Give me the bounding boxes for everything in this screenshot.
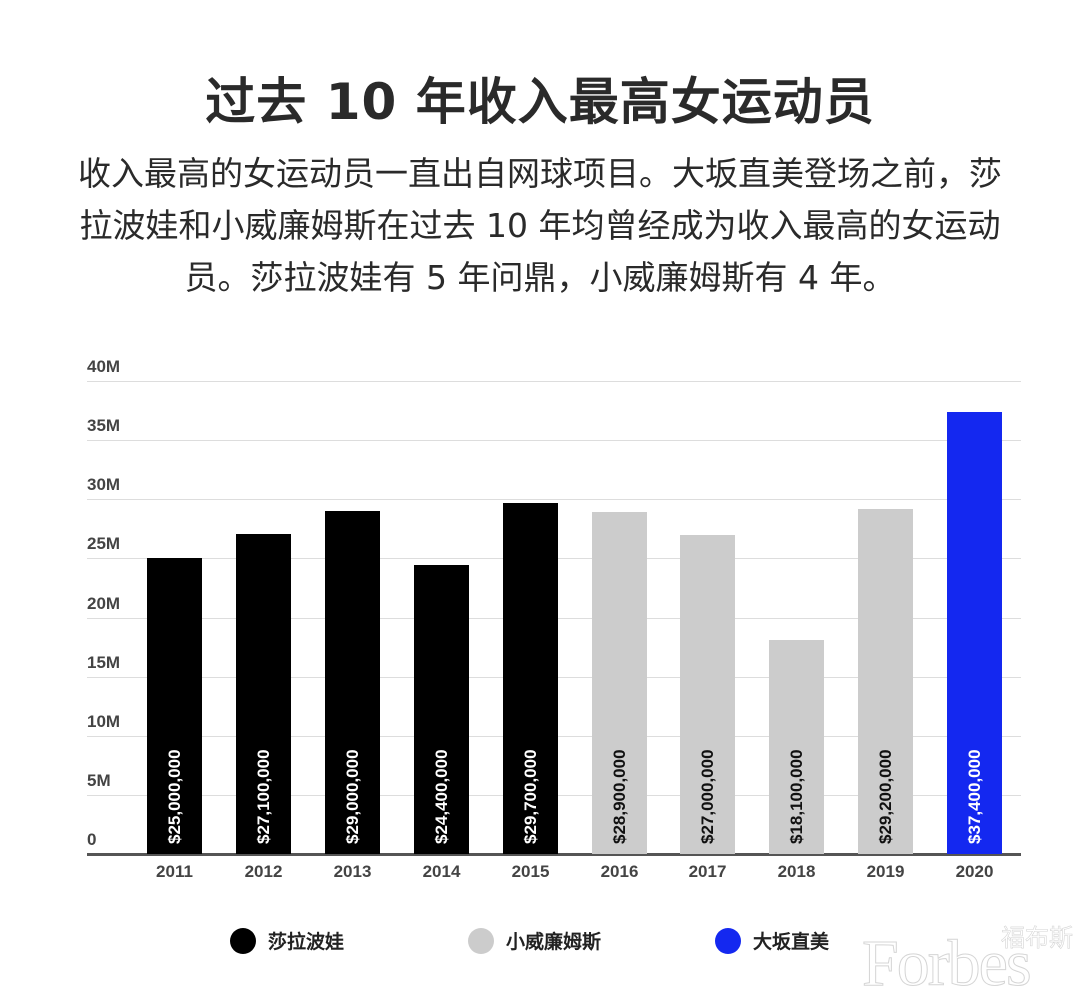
forbes-watermark-logo: Forbes 福布斯	[862, 918, 1077, 1001]
bar-value-label: $29,700,000	[520, 749, 540, 844]
watermark-en: Forbes	[862, 927, 1033, 1001]
subtitle-line: 收入最高的女运动员一直出自网球项目。大坂直美登场之前，莎	[78, 154, 1002, 193]
legend-label: 莎拉波娃	[268, 931, 345, 953]
x-axis-tick-label: 2018	[777, 862, 816, 881]
y-axis-tick-label: 20M	[87, 594, 121, 613]
bar-value-label: $27,100,000	[253, 749, 273, 844]
x-axis-tick-label: 2013	[333, 862, 372, 881]
legend-item-osaka: 大坂直美	[715, 927, 829, 954]
legend-swatch	[230, 927, 256, 954]
watermark-cn: 福布斯	[1001, 926, 1074, 953]
bar-value-label: $24,400,000	[431, 749, 451, 844]
y-axis-tick-label: 15M	[87, 653, 121, 672]
legend-swatch	[468, 927, 494, 954]
bar-2019: $29,200,000	[858, 509, 913, 854]
subtitle-line: 拉波娃和小威廉姆斯在过去 10 年均曾经成为收入最高的女运动	[79, 206, 1001, 245]
bar-value-label: $27,000,000	[697, 749, 717, 844]
bar-2013: $29,000,000	[325, 511, 380, 854]
x-axis-tick-label: 2016	[600, 862, 639, 881]
bar-value-label: $29,200,000	[875, 749, 895, 844]
subtitle-line: 员。莎拉波娃有 5 年问鼎，小威廉姆斯有 4 年。	[184, 258, 896, 297]
gridline	[87, 499, 1021, 500]
bar-2012: $27,100,000	[236, 534, 291, 854]
bar-2018: $18,100,000	[769, 640, 824, 854]
x-axis-tick-label: 2019	[866, 862, 905, 881]
legend-item-sharapova: 莎拉波娃	[230, 927, 344, 954]
bar-value-label: $28,900,000	[609, 749, 629, 844]
bar-2016: $28,900,000	[592, 512, 647, 854]
chart-subtitle: 收入最高的女运动员一直出自网球项目。大坂直美登场之前，莎 拉波娃和小威廉姆斯在过…	[40, 148, 1040, 304]
bar-value-label: $25,000,000	[164, 749, 184, 844]
gridline	[87, 381, 1021, 382]
x-axis-line	[87, 853, 1021, 856]
bar-2015: $29,700,000	[503, 503, 558, 854]
y-axis-tick-label: 40M	[87, 357, 121, 376]
y-axis-tick-label: 30M	[87, 475, 121, 494]
gridline	[87, 440, 1021, 441]
legend-item-serena: 小威廉姆斯	[468, 927, 601, 954]
y-axis-tick-label: 5M	[87, 771, 111, 790]
x-axis-tick-label: 2014	[422, 862, 461, 881]
y-axis-tick-label: 0	[87, 830, 97, 849]
y-axis-tick-label: 10M	[87, 712, 121, 731]
x-axis-tick-label: 2011	[156, 862, 193, 881]
bar-2014: $24,400,000	[414, 565, 469, 854]
x-axis-tick-label: 2017	[688, 862, 727, 881]
legend-label: 小威廉姆斯	[506, 931, 602, 953]
bar-2017: $27,000,000	[680, 535, 735, 854]
x-axis-tick-label: 2012	[244, 862, 283, 881]
legend-swatch	[715, 927, 741, 954]
bar-value-label: $18,100,000	[786, 749, 806, 844]
bar-value-label: $29,000,000	[342, 749, 362, 844]
bar-value-label: $37,400,000	[964, 749, 984, 844]
x-axis-tick-label: 2015	[511, 862, 550, 881]
y-axis-tick-label: 25M	[87, 534, 121, 553]
y-axis-tick-label: 35M	[87, 416, 121, 435]
x-axis-tick-label: 2020	[955, 862, 994, 881]
bar-2020: $37,400,000	[947, 412, 1002, 854]
chart-title: 过去 10 年收入最高女运动员	[205, 73, 875, 131]
bar-2011: $25,000,000	[147, 558, 202, 854]
legend-label: 大坂直美	[753, 931, 830, 953]
